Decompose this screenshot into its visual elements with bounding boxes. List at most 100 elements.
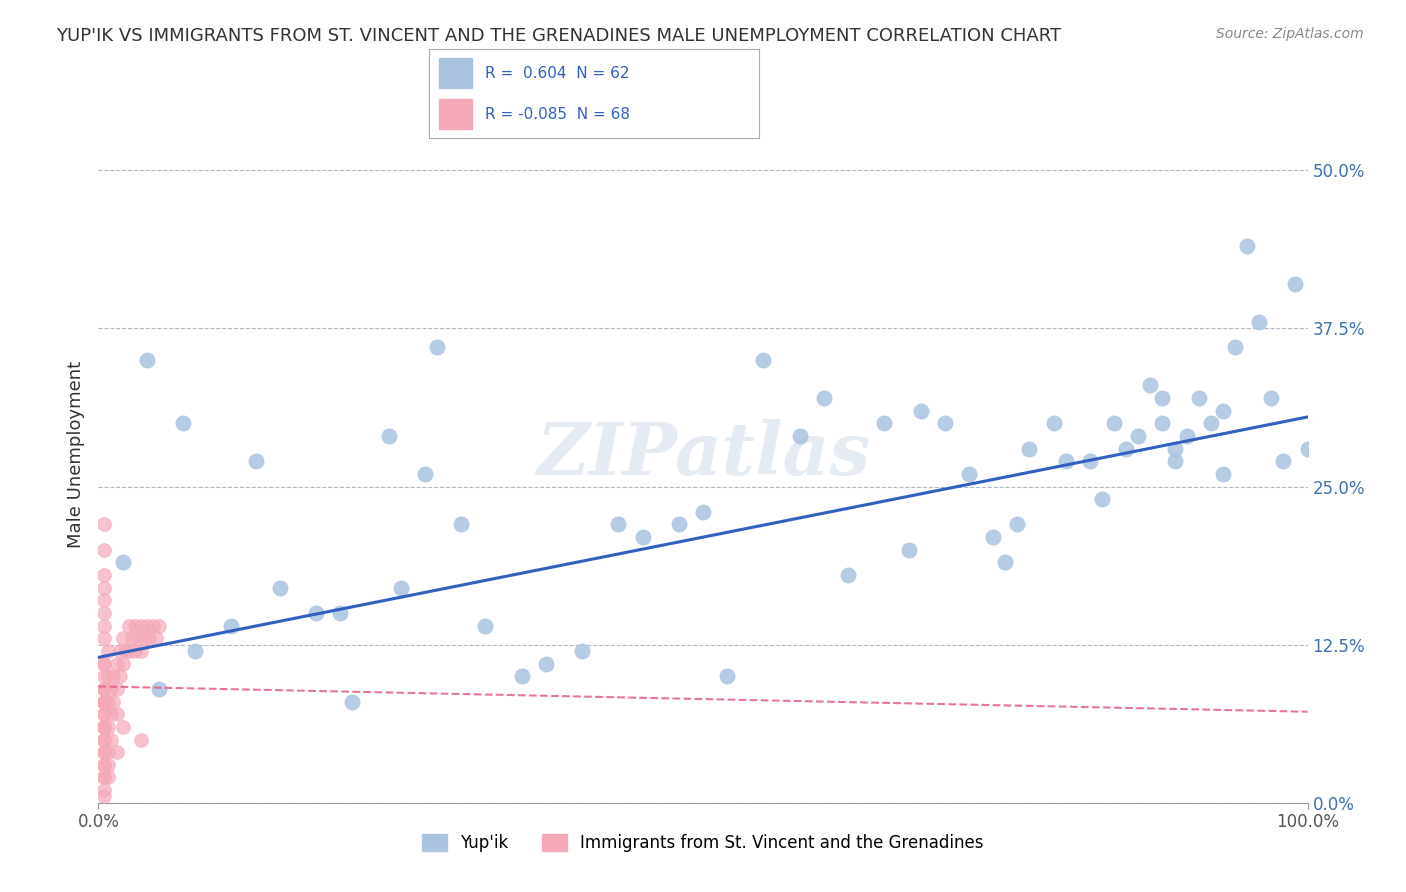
Point	[108, 644, 131, 658]
Point	[105, 657, 128, 671]
Point	[111, 720, 134, 734]
Point	[93, 581, 115, 595]
Point	[1163, 454, 1185, 468]
Point	[93, 745, 115, 759]
Point	[571, 644, 593, 658]
Bar	[439, 58, 472, 88]
Point	[93, 657, 115, 671]
Point	[1115, 442, 1137, 456]
Text: R =  0.604  N = 62: R = 0.604 N = 62	[485, 66, 630, 80]
Point	[1188, 391, 1211, 405]
Point	[105, 707, 128, 722]
Point	[93, 757, 115, 772]
Point	[129, 618, 152, 632]
Point	[1175, 429, 1198, 443]
Point	[450, 517, 472, 532]
Point	[93, 593, 115, 607]
Point	[148, 681, 170, 696]
Point	[172, 417, 194, 431]
Point	[105, 681, 128, 696]
Point	[145, 632, 167, 646]
Point	[1078, 454, 1101, 468]
Point	[118, 644, 141, 658]
Text: Source: ZipAtlas.com: Source: ZipAtlas.com	[1216, 27, 1364, 41]
Point	[1152, 417, 1174, 431]
Point	[124, 644, 146, 658]
Point	[1223, 340, 1246, 354]
Point	[127, 632, 149, 646]
Point	[184, 644, 207, 658]
Point	[93, 720, 115, 734]
Point	[1236, 239, 1258, 253]
Point	[93, 771, 115, 785]
Point	[118, 618, 141, 632]
Point	[93, 771, 115, 785]
Point	[1054, 454, 1077, 468]
Point	[111, 657, 134, 671]
Point	[93, 657, 115, 671]
Point	[668, 517, 690, 532]
Point	[93, 783, 115, 797]
Point	[114, 644, 136, 658]
Point	[1296, 442, 1319, 456]
Point	[111, 632, 134, 646]
Point	[93, 695, 115, 709]
Point	[93, 681, 115, 696]
Point	[138, 632, 160, 646]
Point	[1249, 315, 1271, 329]
Point	[93, 618, 115, 632]
Point	[105, 745, 128, 759]
Point	[631, 530, 654, 544]
Point	[93, 720, 115, 734]
Point	[93, 517, 115, 532]
Point	[100, 732, 122, 747]
Point	[813, 391, 835, 405]
Point	[1212, 403, 1234, 417]
Point	[329, 606, 352, 620]
Point	[93, 695, 115, 709]
Point	[910, 403, 932, 417]
Point	[510, 669, 533, 683]
Point	[1091, 492, 1114, 507]
Point	[111, 556, 134, 570]
Point	[1199, 417, 1222, 431]
Point	[534, 657, 557, 671]
Point	[897, 542, 920, 557]
Point	[1152, 391, 1174, 405]
Y-axis label: Male Unemployment: Male Unemployment	[66, 361, 84, 549]
Point	[121, 632, 143, 646]
Point	[1018, 442, 1040, 456]
Legend: Yup'ik, Immigrants from St. Vincent and the Grenadines: Yup'ik, Immigrants from St. Vincent and …	[415, 827, 991, 858]
Point	[97, 695, 120, 709]
Point	[129, 644, 152, 658]
Point	[134, 632, 156, 646]
Point	[93, 542, 115, 557]
Point	[148, 618, 170, 632]
Point	[93, 695, 115, 709]
Point	[97, 669, 120, 683]
Text: ZIPatlas: ZIPatlas	[536, 419, 870, 491]
Point	[100, 681, 122, 696]
Point	[1128, 429, 1150, 443]
Point	[93, 732, 115, 747]
Point	[108, 669, 131, 683]
Point	[1139, 378, 1161, 392]
Point	[93, 606, 115, 620]
Point	[426, 340, 449, 354]
Point	[1102, 417, 1125, 431]
Point	[93, 681, 115, 696]
Point	[269, 581, 291, 595]
Point	[100, 707, 122, 722]
Point	[129, 732, 152, 747]
Point	[97, 644, 120, 658]
Point	[957, 467, 980, 481]
Point	[135, 353, 157, 368]
Point	[837, 568, 859, 582]
Point	[752, 353, 775, 368]
Bar	[439, 99, 472, 129]
Point	[97, 757, 120, 772]
Point	[1272, 454, 1295, 468]
Point	[305, 606, 328, 620]
Point	[97, 771, 120, 785]
Point	[93, 757, 115, 772]
